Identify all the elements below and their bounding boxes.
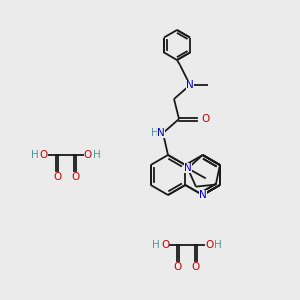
Text: H: H <box>93 150 101 160</box>
Text: N: N <box>199 190 206 200</box>
Text: H: H <box>214 240 222 250</box>
Text: O: O <box>84 150 92 160</box>
Text: H: H <box>152 240 160 250</box>
Text: H: H <box>31 150 39 160</box>
Text: O: O <box>174 262 182 272</box>
Text: N: N <box>184 164 192 173</box>
Text: O: O <box>205 240 213 250</box>
Text: N: N <box>186 80 194 90</box>
Text: O: O <box>201 114 209 124</box>
Text: H: H <box>151 128 159 138</box>
Text: O: O <box>40 150 48 160</box>
Text: O: O <box>161 240 169 250</box>
Text: O: O <box>53 172 61 182</box>
Text: O: O <box>71 172 79 182</box>
Text: N: N <box>157 128 165 138</box>
Text: O: O <box>192 262 200 272</box>
